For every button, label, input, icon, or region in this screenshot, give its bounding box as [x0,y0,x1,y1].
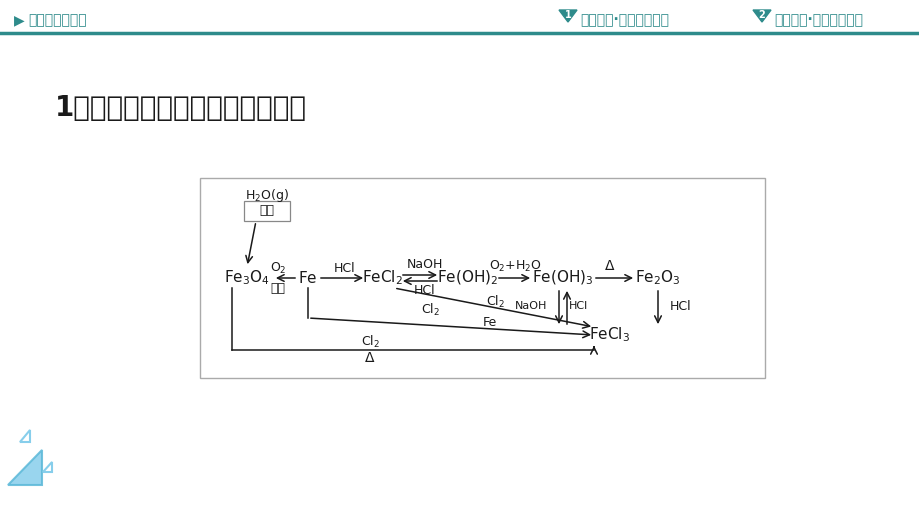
Text: ▶: ▶ [14,13,25,27]
Text: $\mathrm{Fe(OH)_3}$: $\mathrm{Fe(OH)_3}$ [532,269,593,287]
Text: 2: 2 [758,10,765,20]
Bar [244,201,289,221]
Text: HCl: HCl [568,301,587,311]
Text: $\mathrm{FeCl_3}$: $\mathrm{FeCl_3}$ [589,326,630,344]
Text: $\mathrm{O_2}$: $\mathrm{O_2}$ [269,261,286,276]
Text: $\mathrm{FeCl_2}$: $\mathrm{FeCl_2}$ [361,269,402,287]
Text: HCl: HCl [669,299,691,312]
Text: 点燃: 点燃 [270,281,285,295]
Bar [199,178,765,378]
Text: $\mathrm{Fe}$: $\mathrm{Fe}$ [298,270,317,286]
Text: 1．铁及其化合物之间的相互转化: 1．铁及其化合物之间的相互转化 [55,94,307,122]
Text: 知识体系·师生共同构建: 知识体系·师生共同构建 [579,13,668,27]
Text: NaOH: NaOH [406,258,443,271]
Text: $\mathrm{Fe_2O_3}$: $\mathrm{Fe_2O_3}$ [634,269,680,287]
Text: $\mathrm{O_2}$+$\mathrm{H_2O}$: $\mathrm{O_2}$+$\mathrm{H_2O}$ [488,258,541,273]
Text: $\mathrm{Fe(OH)_2}$: $\mathrm{Fe(OH)_2}$ [437,269,498,287]
Text: $\mathrm{H_2O(g)}$: $\mathrm{H_2O(g)}$ [244,188,289,205]
Text: $\mathrm{Cl_2}$: $\mathrm{Cl_2}$ [485,294,504,310]
Text: Δ: Δ [365,351,374,365]
Polygon shape [752,10,770,22]
Polygon shape [8,450,42,485]
Text: Fe: Fe [482,316,496,329]
Text: $\mathrm{Fe_3O_4}$: $\mathrm{Fe_3O_4}$ [224,269,269,287]
Polygon shape [559,10,576,22]
Text: 高温: 高温 [259,205,274,218]
Text: 章末总结探究课: 章末总结探究课 [28,13,86,27]
Text: Δ: Δ [605,259,614,273]
Text: $\mathrm{Cl_2}$: $\mathrm{Cl_2}$ [420,302,439,318]
Text: $\mathrm{Cl_2}$: $\mathrm{Cl_2}$ [360,334,379,350]
Text: HCl: HCl [334,262,356,275]
Text: 1: 1 [564,10,571,20]
Text: 项目探究·对接素养研讨: 项目探究·对接素养研讨 [773,13,862,27]
Text: HCl: HCl [414,283,436,297]
Text: NaOH: NaOH [514,301,547,311]
